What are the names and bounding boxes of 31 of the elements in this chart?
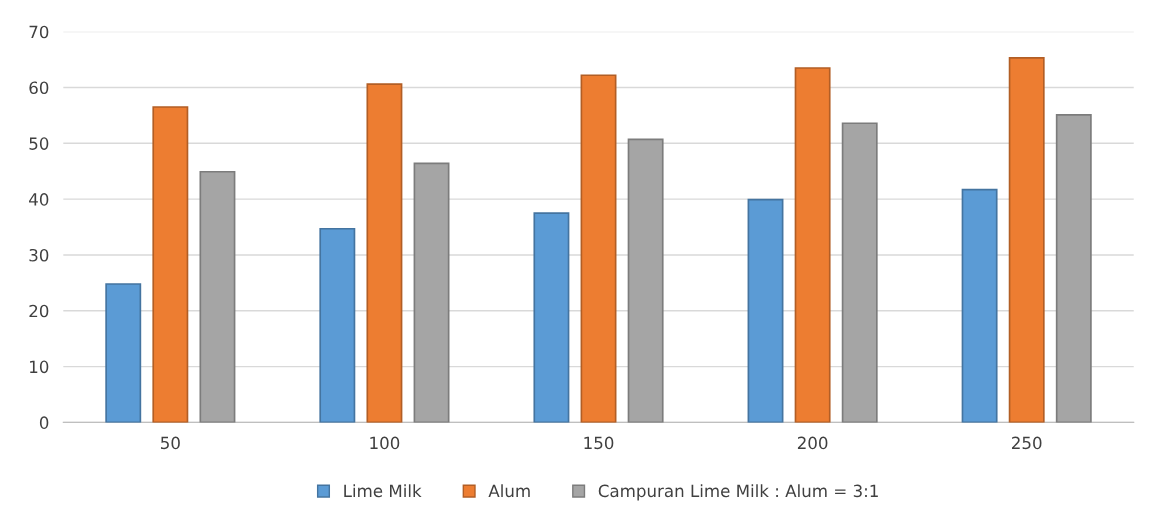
bar [319, 227, 356, 423]
bar [1008, 57, 1045, 423]
x-tick-label: 250 [1012, 436, 1042, 450]
y-tick-label: 70 [29, 25, 49, 39]
y-tick-label: 30 [29, 248, 49, 262]
y-tick-label: 50 [29, 137, 49, 150]
legend-label: Lime Milk [344, 484, 422, 498]
bar [627, 138, 664, 423]
y-tick-label: 0 [39, 416, 49, 429]
bar [961, 188, 998, 423]
y-tick-label: 10 [30, 360, 49, 374]
bar [199, 170, 236, 423]
y-tick-label: 40 [29, 193, 49, 206]
bar [794, 67, 831, 423]
bar [533, 212, 570, 423]
legend-label: Campuran Lime Milk : Alum = 3:1 [598, 484, 878, 501]
bar [580, 74, 617, 423]
x-tick-label: 50 [161, 436, 180, 450]
y-tick-label: 60 [29, 81, 49, 95]
x-tick-label: 200 [797, 436, 828, 450]
bar [1055, 114, 1092, 423]
bar [413, 162, 450, 423]
bar [152, 106, 189, 423]
bar [841, 122, 878, 423]
y-tick-label: 20 [29, 304, 49, 318]
bar [105, 283, 142, 423]
x-tick-label: 100 [370, 436, 400, 450]
bar [747, 198, 784, 423]
legend-label: Alum [488, 484, 530, 498]
x-tick-label: 150 [584, 436, 614, 450]
bar [366, 83, 403, 423]
